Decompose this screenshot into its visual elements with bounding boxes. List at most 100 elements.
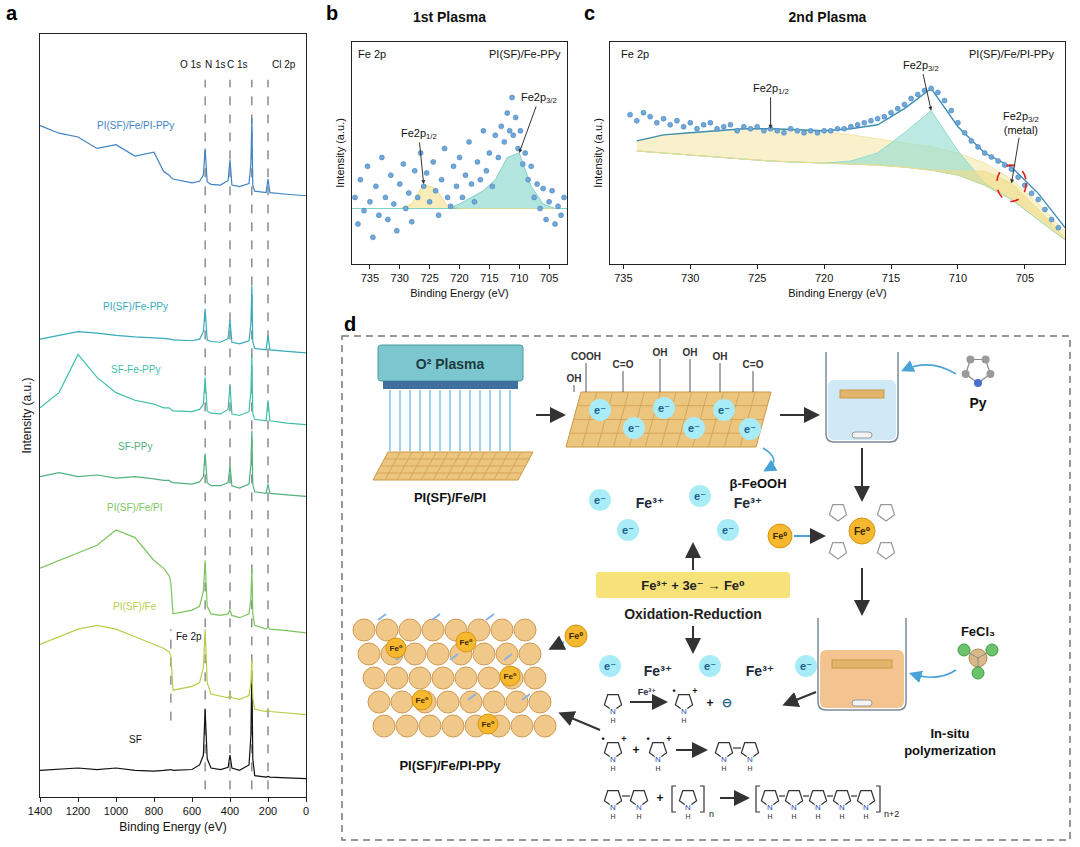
svg-text:Fe³⁺: Fe³⁺ [746, 663, 774, 679]
svg-text:PI(SF)/Fe: PI(SF)/Fe [113, 601, 157, 612]
svg-text:H: H [721, 765, 726, 772]
svg-text:+: + [706, 696, 713, 710]
svg-text:Fe⁰: Fe⁰ [390, 644, 403, 653]
svg-text:e⁻: e⁻ [718, 404, 730, 416]
svg-text:N: N [863, 803, 869, 812]
svg-text:N: N [610, 803, 616, 812]
svg-text:Fe³⁺ + 3e⁻ → Fe⁰: Fe³⁺ + 3e⁻ → Fe⁰ [641, 578, 745, 593]
svg-text:+: + [621, 734, 626, 744]
svg-text:2nd Plasma: 2nd Plasma [789, 9, 867, 25]
svg-text:H: H [863, 813, 868, 820]
svg-text:N: N [610, 755, 616, 764]
svg-text:800: 800 [145, 805, 163, 817]
svg-text:PI(SF)/Fe/PI: PI(SF)/Fe/PI [107, 502, 163, 513]
svg-text:polymerization: polymerization [904, 743, 996, 758]
svg-text:710: 710 [510, 272, 528, 284]
svg-text:n+2: n+2 [884, 809, 899, 819]
svg-text:1st Plasma: 1st Plasma [413, 9, 486, 25]
svg-text:O² Plasma: O² Plasma [416, 356, 485, 372]
svg-text:200: 200 [259, 805, 277, 817]
svg-text:N: N [721, 755, 727, 764]
svg-text:O 1s: O 1s [180, 59, 201, 70]
svg-text:H: H [610, 765, 615, 772]
svg-text:730: 730 [391, 272, 409, 284]
svg-text:e⁻: e⁻ [594, 404, 606, 416]
svg-text:H: H [685, 813, 690, 820]
svg-text:Py: Py [969, 395, 986, 411]
svg-text:Fe2p​3/2​(metal): Fe2p​3/2​(metal) [1003, 110, 1039, 136]
svg-text:N: N [839, 803, 845, 812]
svg-text:OH: OH [567, 373, 582, 384]
svg-text:Fe2p​3/2​: Fe2p​3/2​ [903, 59, 939, 73]
svg-text:N: N [655, 755, 661, 764]
svg-text:+: + [632, 743, 639, 757]
svg-text:n: n [709, 809, 714, 819]
svg-text:OH: OH [713, 351, 728, 362]
svg-text:•: • [672, 686, 675, 696]
svg-text:PI(SF)/Fe/PI-PPy: PI(SF)/Fe/PI-PPy [97, 120, 174, 131]
svg-text:720: 720 [815, 272, 833, 284]
svg-text:715: 715 [882, 272, 900, 284]
svg-text:e⁻: e⁻ [604, 660, 616, 672]
svg-text:715: 715 [480, 272, 498, 284]
svg-text:e⁻: e⁻ [594, 494, 606, 506]
svg-text:Fe⁰: Fe⁰ [854, 526, 870, 537]
svg-text:H: H [610, 717, 615, 724]
svg-text:Cl 2p: Cl 2p [272, 59, 296, 70]
svg-text:e⁻: e⁻ [622, 524, 634, 536]
svg-text:H: H [636, 813, 641, 820]
svg-text:730: 730 [681, 272, 699, 284]
svg-text:H: H [791, 813, 796, 820]
svg-text:d: d [344, 314, 356, 335]
svg-text:e⁻: e⁻ [694, 490, 706, 502]
svg-text:705: 705 [1016, 272, 1034, 284]
svg-text:In-situ: In-situ [931, 726, 970, 741]
svg-text:Fe⁰: Fe⁰ [504, 672, 517, 681]
svg-text:Oxidation-Reduction: Oxidation-Reduction [624, 606, 762, 622]
svg-text:705: 705 [540, 272, 558, 284]
svg-text:H: H [681, 717, 686, 724]
svg-text:C 1s: C 1s [227, 59, 248, 70]
svg-text:e⁻: e⁻ [658, 402, 670, 414]
svg-text:H: H [839, 813, 844, 820]
svg-text:Fe2p​1/2​: Fe2p​1/2​ [401, 127, 437, 141]
svg-text:PI(SF)/Fe/PI-PPy: PI(SF)/Fe/PI-PPy [969, 48, 1054, 60]
svg-text:SF-PPy: SF-PPy [118, 441, 152, 452]
svg-text:N: N [747, 755, 753, 764]
svg-text:OH: OH [683, 347, 698, 358]
svg-text:N: N [791, 803, 797, 812]
svg-text:SF: SF [129, 734, 142, 745]
svg-text:Fe 2p: Fe 2p [621, 48, 649, 60]
svg-text:OH: OH [653, 347, 668, 358]
svg-text:β-FeOOH: β-FeOOH [729, 476, 786, 491]
svg-text:710: 710 [949, 272, 967, 284]
svg-text:H: H [610, 813, 615, 820]
svg-text:Fe 2p: Fe 2p [176, 631, 202, 642]
svg-text:•: • [601, 734, 604, 744]
svg-text:N 1s: N 1s [205, 59, 226, 70]
svg-text:Fe⁰: Fe⁰ [773, 531, 788, 541]
svg-text:PI(SF)/Fe/PI: PI(SF)/Fe/PI [414, 490, 486, 505]
svg-text:+: + [666, 734, 671, 744]
svg-text:400: 400 [221, 805, 239, 817]
svg-text:1000: 1000 [104, 805, 128, 817]
svg-text:600: 600 [183, 805, 201, 817]
svg-text:Fe³⁺: Fe³⁺ [734, 495, 762, 511]
svg-text:N: N [685, 803, 691, 812]
svg-text:720: 720 [450, 272, 468, 284]
svg-text:e⁻: e⁻ [744, 423, 756, 435]
svg-text:Fe³⁺: Fe³⁺ [636, 495, 664, 511]
svg-text:Fe⁰: Fe⁰ [460, 638, 473, 647]
svg-text:+: + [656, 791, 663, 805]
svg-text:725: 725 [748, 272, 766, 284]
svg-text:•: • [646, 734, 649, 744]
svg-text:Binding Energy (eV): Binding Energy (eV) [410, 287, 508, 299]
svg-text:Fe⁰: Fe⁰ [482, 720, 495, 729]
svg-text:Fe 2p: Fe 2p [358, 48, 386, 60]
svg-text:N: N [681, 707, 687, 716]
svg-text:Intensity (a.u.): Intensity (a.u.) [592, 118, 604, 188]
svg-text:Fe⁰: Fe⁰ [569, 631, 584, 641]
svg-text:SF-Fe-PPy: SF-Fe-PPy [111, 364, 160, 375]
svg-text:H: H [747, 765, 752, 772]
svg-text:Binding Energy (eV): Binding Energy (eV) [788, 287, 886, 299]
